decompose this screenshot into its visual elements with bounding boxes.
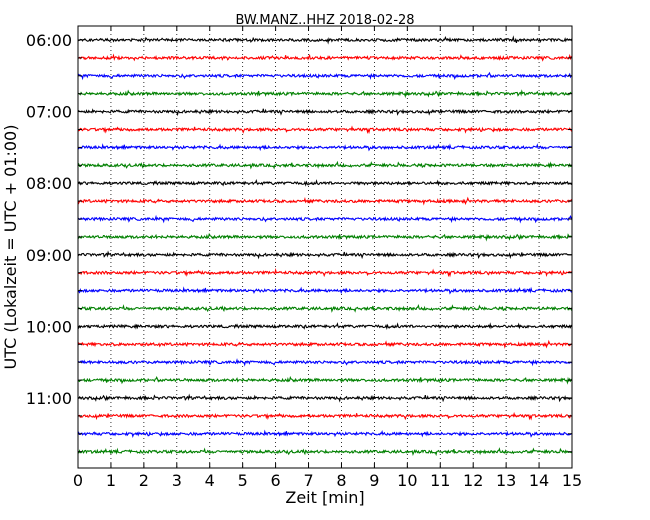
trace-1015	[77, 339, 573, 349]
trace-0730	[77, 143, 573, 152]
x-tick-label: 3	[172, 471, 182, 490]
x-tick-label: 2	[139, 471, 149, 490]
y-tick-label: 10:00	[26, 317, 72, 336]
trace-0715	[77, 125, 573, 135]
y-tick-label: 11:00	[26, 389, 72, 408]
x-axis-ticks: 0 1 2 3 4 5 6 7 8 9 10 11 12 13 14 15	[73, 26, 582, 490]
trace-0700	[77, 108, 573, 117]
trace-0800	[77, 178, 573, 187]
trace-1100	[77, 393, 573, 403]
x-tick-label: 12	[463, 471, 483, 490]
trace-1130	[77, 429, 573, 439]
x-tick-label: 11	[430, 471, 450, 490]
trace-0600	[77, 35, 573, 45]
vertical-grid	[110, 26, 540, 468]
x-tick-label: 9	[369, 471, 379, 490]
trace-0915	[78, 267, 573, 278]
y-axis-ticks: 06:00 07:00 08:00 09:00 10:00 11:00	[26, 31, 572, 453]
trace-0945	[77, 304, 573, 313]
plot-frame	[77, 25, 573, 469]
x-tick-label: 7	[303, 471, 313, 490]
x-tick-label: 6	[271, 471, 281, 490]
trace-0900	[77, 250, 573, 260]
y-axis-title: UTC (Lokalzeit = UTC + 01:00)	[1, 125, 20, 370]
y-tick-label: 07:00	[26, 103, 72, 122]
trace-1000	[77, 322, 573, 331]
y-tick-label: 09:00	[26, 246, 72, 265]
trace-0815	[77, 196, 573, 206]
trace-0845	[77, 232, 573, 242]
x-tick-label: 0	[73, 471, 83, 490]
trace-0745	[77, 160, 573, 170]
x-tick-label: 13	[496, 471, 516, 490]
x-axis-title: Zeit [min]	[285, 488, 364, 507]
trace-0930	[77, 286, 573, 295]
y-tick-label: 06:00	[26, 31, 72, 50]
trace-0630	[77, 71, 573, 81]
x-tick-label: 8	[336, 471, 346, 490]
x-tick-label: 1	[106, 471, 116, 490]
trace-0615	[77, 53, 573, 62]
trace-1145	[77, 447, 573, 457]
x-tick-label: 15	[562, 471, 582, 490]
trace-0645	[77, 89, 573, 99]
trace-0830	[77, 214, 573, 224]
x-tick-label: 4	[205, 471, 215, 490]
x-tick-label: 10	[397, 471, 417, 490]
trace-1030	[77, 358, 573, 367]
chart-title: BW.MANZ..HHZ 2018-02-28	[235, 13, 414, 28]
trace-1045	[77, 375, 573, 385]
y-tick-label: 08:00	[26, 174, 72, 193]
x-tick-label: 5	[238, 471, 248, 490]
seismic-traces	[77, 35, 573, 457]
trace-1115	[77, 411, 573, 421]
x-tick-label: 14	[529, 471, 549, 490]
